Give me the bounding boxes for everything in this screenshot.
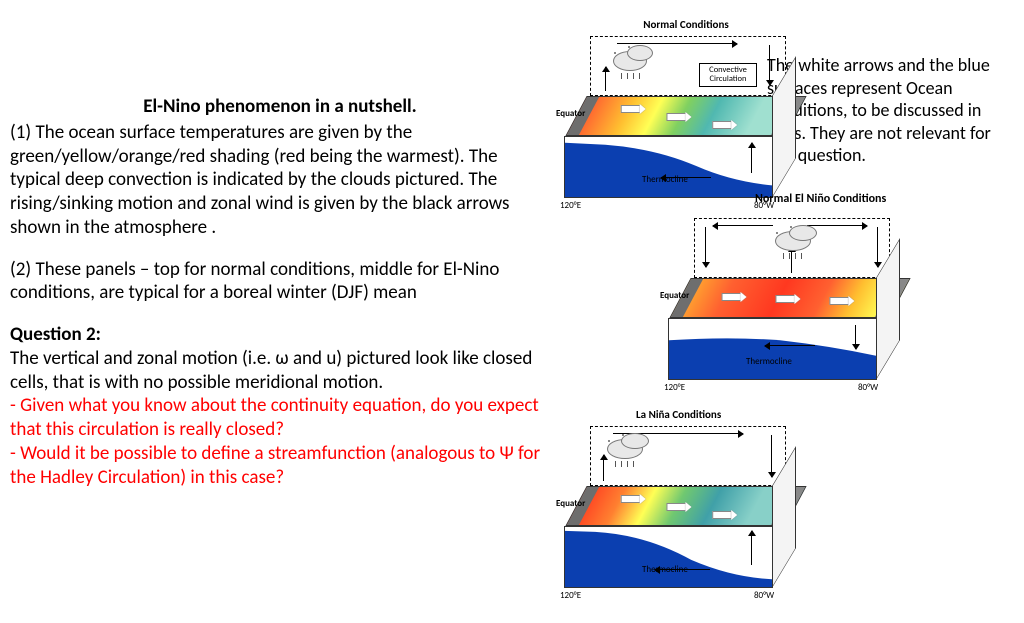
lon-right-label: 80°W	[754, 590, 774, 601]
rain-icon	[627, 461, 628, 467]
upper-wind-west-arrow-icon	[713, 225, 773, 226]
diagram-elnino-conditions: Normal El Niño Conditions Equator Thermo…	[660, 200, 920, 405]
slab-front	[564, 136, 773, 198]
upper-wind-arrow-icon	[617, 43, 737, 44]
rain-icon	[801, 253, 802, 259]
ocean-arrow-icon	[712, 121, 732, 129]
panel-title-lanina: La Niña Conditions	[636, 408, 816, 421]
lon-left-label: 120°E	[560, 200, 581, 211]
question-2-block: Question 2: The vertical and zonal motio…	[10, 323, 550, 489]
atmosphere-box: ConvectiveCirculation	[590, 36, 786, 96]
panel-title-normal: Normal Conditions	[556, 18, 816, 31]
thermocline-label: Thermocline	[746, 356, 792, 367]
convective-circulation-label: ConvectiveCirculation	[699, 63, 757, 87]
thermocline-arrow-icon	[765, 345, 815, 346]
rain-icon	[789, 253, 790, 259]
equator-label: Equator	[556, 108, 585, 119]
ocean-arrow-icon	[621, 105, 641, 113]
cloud-icon	[789, 225, 817, 241]
ocean-arrow-icon	[775, 295, 795, 303]
downwelling-arrow-icon	[855, 325, 856, 349]
rain-icon	[633, 73, 634, 79]
lon-left-label: 120°E	[560, 590, 581, 601]
cc-text: ConvectiveCirculation	[709, 65, 747, 84]
rain-icon	[639, 73, 640, 79]
thermocline-label: Thermocline	[642, 174, 688, 185]
ocean-arrow-icon	[712, 511, 732, 519]
thermocline-shape	[669, 319, 876, 379]
paragraph-2: (2) These panels – top for normal condit…	[10, 258, 550, 306]
ocean-arrow-icon	[666, 503, 686, 511]
panel-title-elnino: Normal El Niño Conditions	[755, 192, 935, 206]
question-2-red-2: - Would it be possible to define a strea…	[10, 442, 550, 490]
question-2-heading: Question 2:	[10, 323, 550, 347]
equator-label: Equator	[660, 290, 689, 301]
sinking-arrow-icon	[769, 45, 770, 85]
rain-icon	[615, 461, 616, 467]
lon-left-label: 120°E	[664, 382, 685, 393]
thermocline-shape	[565, 137, 772, 197]
ocean-arrow-icon	[621, 495, 641, 503]
upper-wind-east-arrow-icon	[807, 225, 867, 226]
sst-surface	[565, 96, 806, 136]
rain-icon	[621, 73, 622, 79]
thermocline-shape	[565, 527, 772, 587]
cloud-icon	[621, 433, 649, 449]
rain-icon	[621, 461, 622, 467]
atmosphere-box	[590, 426, 786, 486]
lon-right-label: 80°W	[858, 382, 878, 393]
rising-arrow-icon	[605, 67, 606, 91]
sst-surface	[669, 278, 910, 318]
ocean-arrow-icon	[722, 293, 742, 301]
atmosphere-box	[694, 218, 890, 278]
rain-icon	[795, 253, 796, 259]
slab-front	[668, 318, 877, 380]
sinking-east-arrow-icon	[877, 227, 878, 267]
question-2-red-1: - Given what you know about the continui…	[10, 394, 550, 442]
rain-icon	[627, 73, 628, 79]
slab-front	[564, 526, 773, 588]
diagram-lanina-conditions: La Niña Conditions Equator Thermocline 1…	[556, 408, 816, 613]
sst-surface	[565, 486, 806, 526]
rain-icon	[633, 461, 634, 467]
paragraph-1: (1) The ocean surface temperatures are g…	[10, 121, 550, 240]
equator-label: Equator	[556, 498, 585, 509]
ocean-arrow-icon	[666, 113, 686, 121]
cloud-icon	[627, 45, 653, 61]
thermocline-label: Thermocline	[642, 564, 688, 575]
left-text-column: El-Nino phenomenon in a nutshell. (1) Th…	[10, 95, 550, 489]
sinking-arrow-icon	[771, 435, 772, 477]
rising-arrow-icon	[603, 455, 604, 481]
question-2-body: The vertical and zonal motion (i.e. ω an…	[10, 347, 550, 395]
sinking-west-arrow-icon	[705, 227, 706, 267]
upwelling-arrow-icon	[751, 143, 752, 173]
upwelling-arrow-icon	[751, 531, 752, 565]
rain-icon	[783, 253, 784, 259]
ocean-arrow-icon	[829, 297, 849, 305]
page-title: El-Nino phenomenon in a nutshell.	[10, 95, 550, 119]
